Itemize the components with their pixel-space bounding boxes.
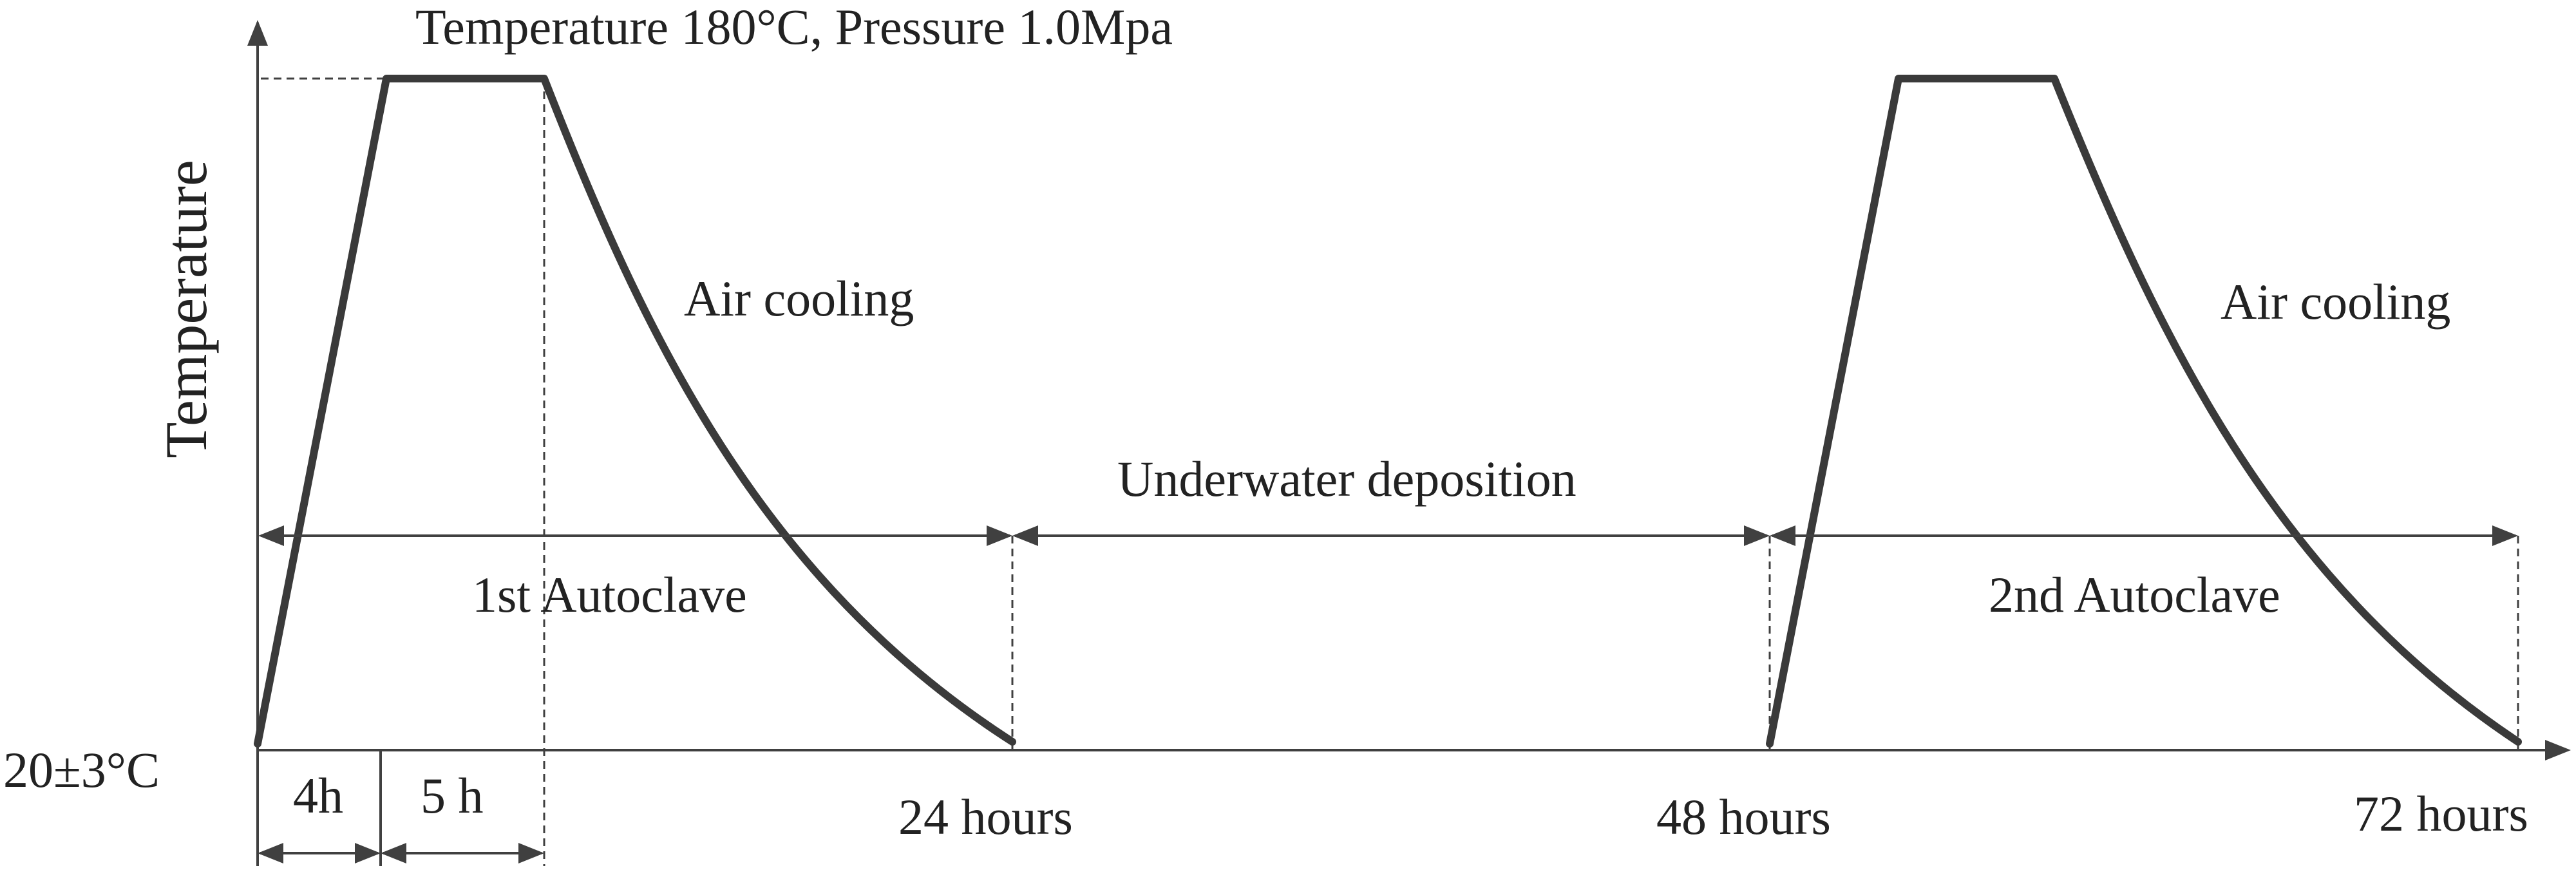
- time-24-label: 24 hours: [898, 789, 1073, 845]
- segment-4h-label: 4h: [293, 768, 343, 824]
- segment-5h-label: 5 h: [421, 768, 484, 824]
- underwater-label: Underwater deposition: [1117, 451, 1577, 507]
- air-cooling-label-1: Air cooling: [684, 270, 914, 326]
- base-temperature-label: 20±3°C: [3, 742, 160, 798]
- air-cooling-label-2: Air cooling: [2221, 274, 2450, 330]
- time-72-label: 72 hours: [2354, 786, 2528, 842]
- first-autoclave-label: 1st Autoclave: [472, 567, 747, 623]
- second-autoclave-label: 2nd Autoclave: [1989, 567, 2280, 623]
- time-48-label: 48 hours: [1656, 789, 1831, 845]
- y-axis-label: Temperature: [153, 160, 219, 458]
- peak-condition-label: Temperature 180°C, Pressure 1.0Mpa: [415, 0, 1173, 55]
- second-autoclave-curve: [1766, 75, 2522, 748]
- first-autoclave-curve: [254, 75, 1016, 748]
